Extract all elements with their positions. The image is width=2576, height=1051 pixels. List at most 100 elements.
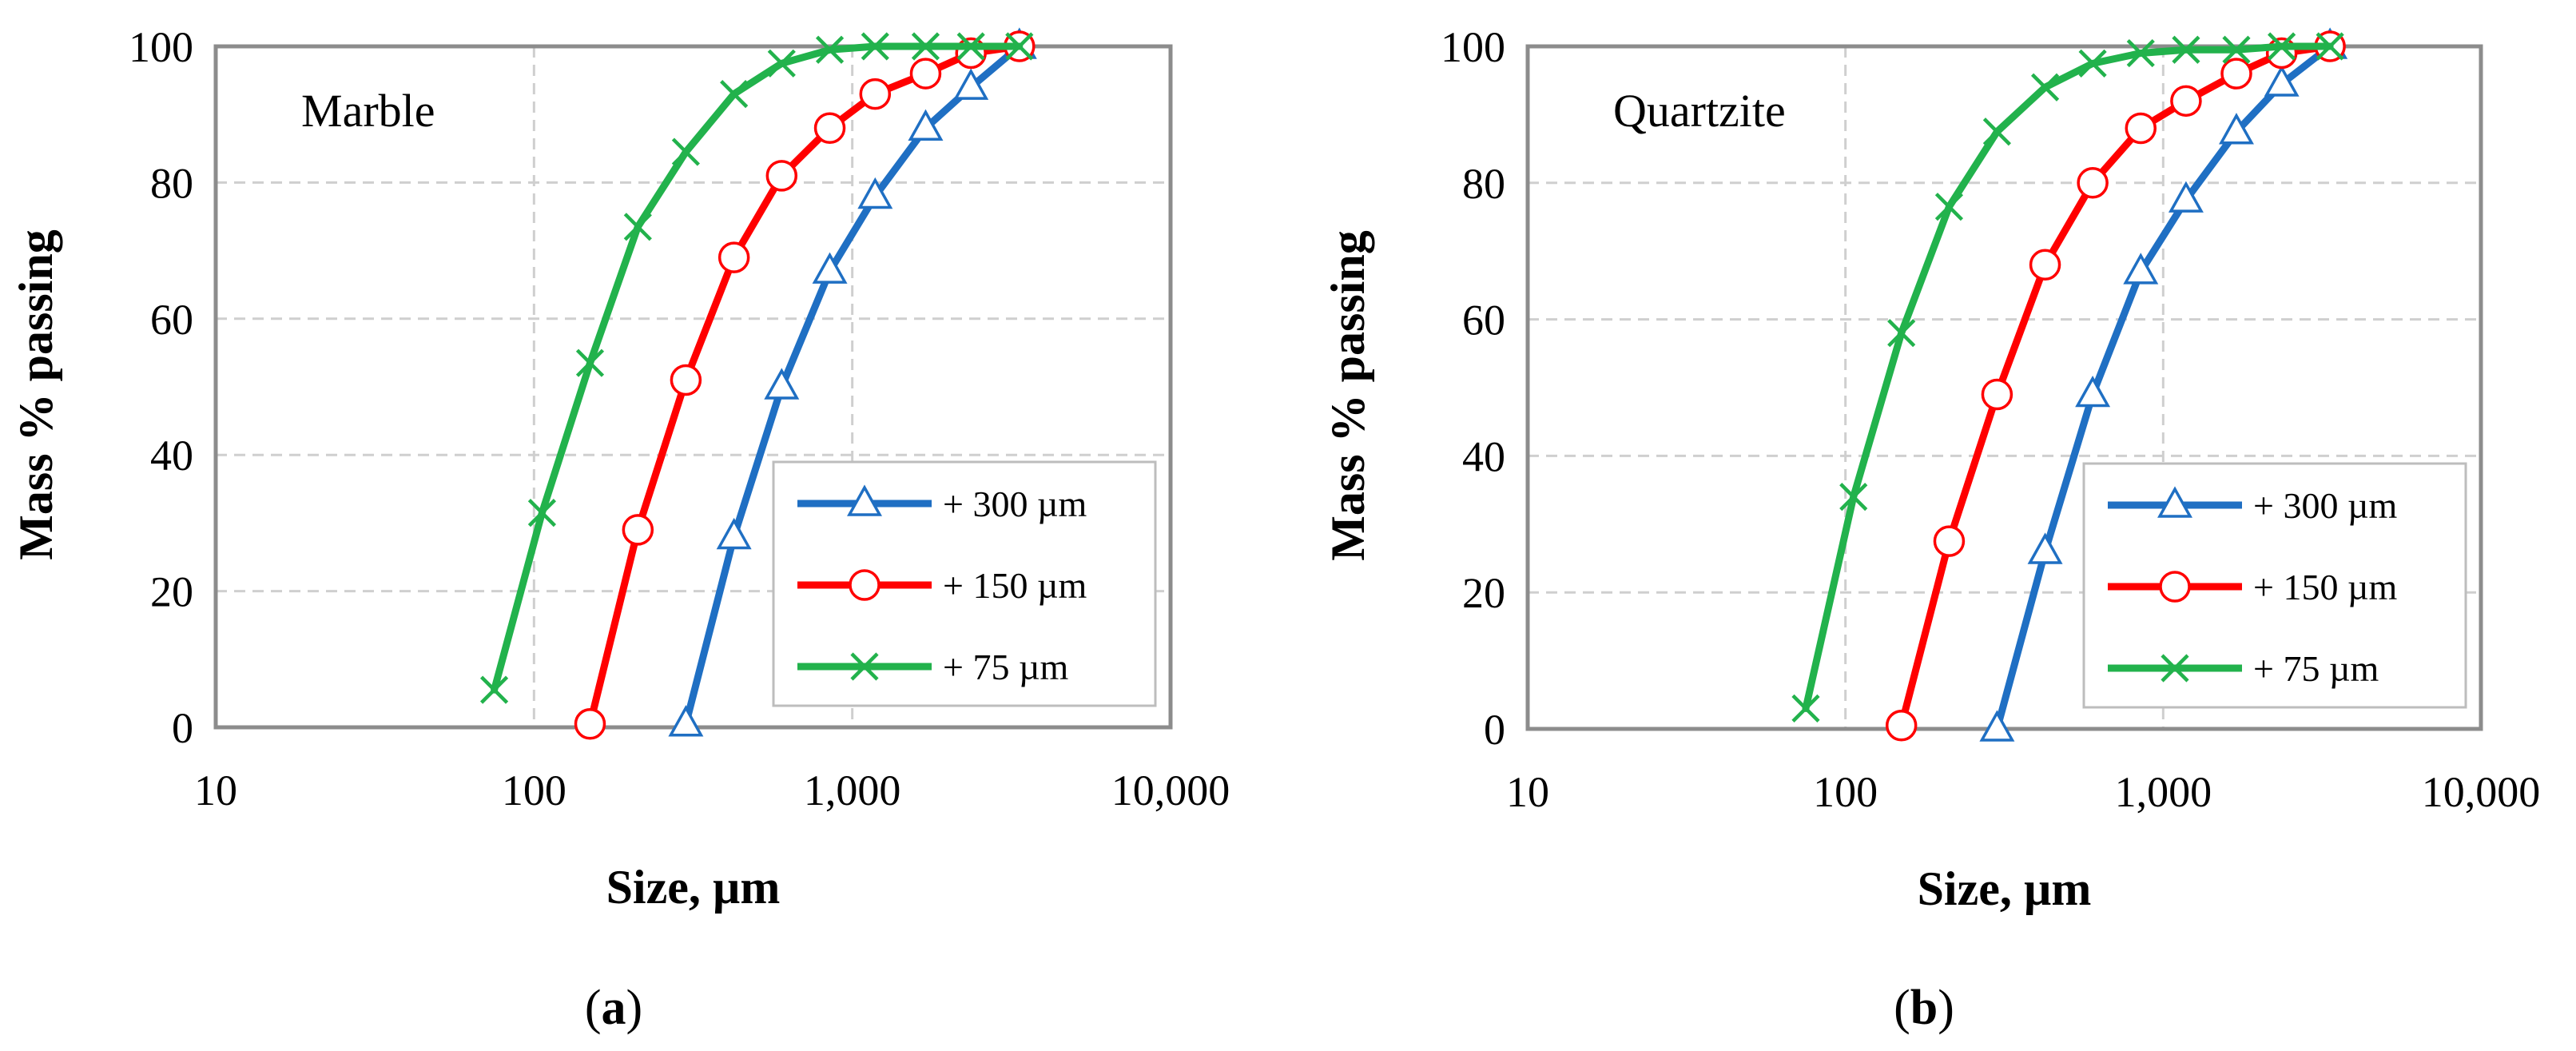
data-point [815,35,845,64]
data-point [2027,532,2063,564]
data-point [2218,113,2254,145]
data-point [1005,32,1034,61]
data-point [911,32,940,61]
data-point [1981,378,2013,411]
data-point [861,32,889,61]
data-point [1887,319,1916,348]
x-axis-title: Size, µm [1918,862,2092,915]
chart-panel-b: 0 20 40 60 80 100 10 100 1,000 10,000 Size, µm Mass… [1322,23,2540,1035]
series-cross [1791,32,2344,723]
series-line [586,42,1024,728]
data-point [813,112,846,144]
data-point [670,364,702,396]
data-point [2168,181,2204,213]
x-tick-label: 100 [1813,768,1878,816]
y-tick-label: 100 [1441,23,1505,71]
legend-marker [847,484,882,516]
chart-panel-a: 0 20 40 60 80 100 10 100 1,000 10,000 Size, µm Mass… [10,23,1230,1035]
x-tick-label: 1,000 [804,766,901,814]
chart-title: Quartzite [1613,85,1786,137]
series-line [491,42,1024,694]
data-point [2316,32,2344,61]
data-point [909,58,942,90]
legend-marker [2159,571,2191,603]
caption-close-paren: ) [1938,981,1954,1035]
series-line [1898,42,2334,730]
data-point [908,109,944,141]
panel-caption: (b) [1894,981,1954,1035]
data-point [765,160,798,192]
data-point [2264,65,2300,97]
legend-item: + 150 µm [797,565,1087,606]
data-point [575,348,605,377]
legend: + 300 µm + 150 µm + 75 µm [2082,462,2467,709]
data-point [527,499,557,527]
legend-item: + 75 µm [2108,648,2379,689]
data-point [764,368,800,400]
legend-item: + 300 µm [2108,485,2397,526]
data-point [574,707,606,740]
legend-label: + 300 µm [943,484,1087,524]
x-tick-label: 10,000 [2422,768,2541,816]
legend-item: + 300 µm [797,484,1087,524]
data-point [718,241,750,273]
data-point [1982,117,2011,146]
x-tick-label: 100 [502,766,566,814]
data-point [953,68,989,100]
caption-open-paren: ( [1894,981,1910,1035]
data-point [720,80,749,109]
caption-letter: b [1910,981,1938,1035]
legend-label: + 75 µm [2253,648,2379,689]
panel-caption: (a) [585,981,642,1035]
series-cross [479,32,1034,704]
caption-letter: a [602,981,626,1035]
data-point [2172,35,2200,64]
series-circle [1885,30,2346,742]
series-line [1802,42,2334,712]
data-point [479,675,509,704]
legend-marker [2161,654,2189,683]
data-point [1934,193,1964,221]
data-point [2222,35,2251,64]
x-axis-title: Size, µm [606,861,781,914]
data-point [2123,253,2159,285]
y-tick-label: 40 [150,432,193,480]
data-point [716,517,752,550]
data-point [2220,58,2252,90]
legend-label: + 150 µm [2253,567,2397,607]
data-point [857,177,893,209]
y-tick-label: 40 [1462,432,1505,480]
x-tick-label: 10 [194,766,237,814]
data-point [2029,249,2061,281]
data-point [2078,49,2107,78]
data-point [2268,32,2296,61]
y-tick-label: 20 [1462,569,1505,617]
series-triangle [1979,27,2348,742]
data-point [2030,73,2060,102]
legend-label: + 300 µm [2253,485,2397,526]
y-tick-label: 80 [1462,160,1505,208]
data-point [668,705,704,737]
data-point [1885,709,1918,742]
x-tick-label: 10 [1506,768,1549,816]
y-tick-label: 60 [1462,297,1505,344]
y-axis-title: Mass % passing [1322,230,1374,560]
data-point [812,252,848,284]
data-point [2170,85,2202,117]
data-point [2077,167,2109,199]
y-tick-label: 100 [129,23,193,71]
y-tick-label: 0 [1484,706,1505,754]
data-point [622,514,654,546]
data-point [767,49,796,78]
y-axis-title: Mass % passing [10,229,62,559]
legend-label: + 75 µm [943,647,1068,687]
data-point [2125,112,2157,145]
data-point [1933,525,1966,557]
x-tick-label: 10,000 [1111,766,1230,814]
legend-marker [2157,486,2192,518]
caption-open-paren: ( [585,981,602,1035]
y-tick-label: 80 [150,159,193,207]
data-point [956,32,985,61]
data-point [623,213,652,241]
legend-item: + 75 µm [797,647,1068,687]
